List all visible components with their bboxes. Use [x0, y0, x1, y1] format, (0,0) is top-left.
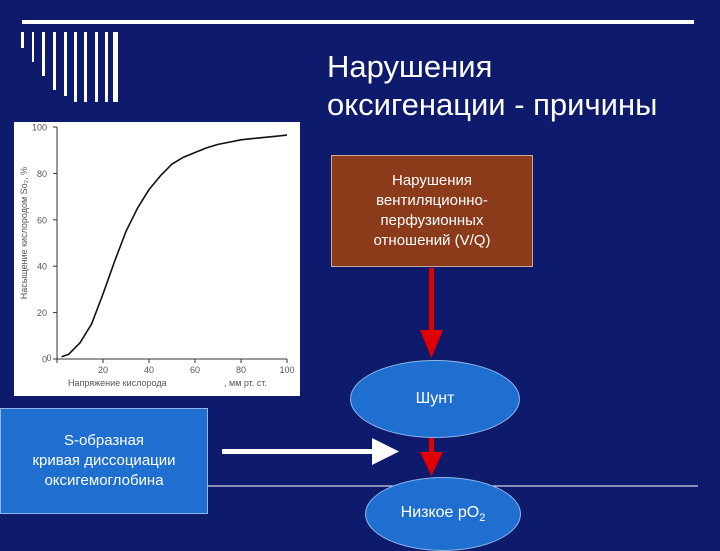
y-tick-label: 60 — [37, 215, 47, 225]
low-po2-subscript: 2 — [479, 512, 486, 525]
y-tick-label: 100 — [32, 123, 47, 133]
dissociation-curve-line — [61, 134, 288, 358]
vq-line-2: вентиляционно- — [376, 192, 488, 209]
low-po2-text: Низкое рО — [400, 503, 480, 521]
s-curve-line-3: оксигемоглобина — [44, 472, 164, 489]
y-tick-label: 40 — [37, 262, 47, 272]
title-line-1: Нарушения — [327, 49, 493, 84]
vq-line-1: Нарушения — [391, 172, 472, 189]
low-po2-label: Низкое рО2 — [401, 504, 486, 524]
y-tick-label: 80 — [37, 169, 47, 179]
y-tick-label: 20 — [37, 308, 47, 318]
x-tick-label: 80 — [236, 365, 246, 375]
red-arrow-vq-to-shunt — [420, 268, 443, 358]
x-axis-label: Напряжение кислорода — [68, 378, 167, 388]
x-axis-unit: , мм рт. ст. — [224, 378, 267, 388]
vq-line-3: перфузионных — [380, 212, 484, 229]
chart-svg: 0 20 40 60 80 100 0 20 40 60 80 100 Напряжение кисло… — [19, 123, 295, 389]
x-tick-label: 60 — [190, 365, 200, 375]
y-axis-label: Насыщение кислородом So₂, % — [19, 167, 29, 299]
s-curve-line-1: S-образная — [63, 432, 145, 449]
x-tick-label: 20 — [98, 365, 108, 375]
vq-mismatch-box: Нарушения вентиляционно- перфузионных от… — [331, 155, 533, 267]
s-curve-box: S-образная кривая диссоциации оксигемогл… — [0, 408, 208, 514]
vq-line-4: отношений (V/Q) — [373, 232, 491, 249]
low-po2-ellipse: Низкое рО2 — [365, 477, 521, 551]
s-curve-line-2: кривая диссоциации — [32, 452, 176, 469]
x-tick-label: 40 — [144, 365, 154, 375]
red-arrow-shunt-to-low-po2 — [420, 437, 443, 476]
top-rule — [22, 20, 694, 24]
shunt-ellipse: Шунт — [350, 360, 520, 438]
slide-title: Нарушения оксигенации - причины — [327, 48, 707, 124]
x-tick-label: 0 — [46, 353, 51, 363]
x-tick-label: 100 — [279, 365, 294, 375]
y-tick-label: 0 — [42, 355, 47, 365]
white-arrow-s-curve-to-low-po2 — [222, 438, 399, 465]
dissociation-curve-chart: 0 20 40 60 80 100 0 20 40 60 80 100 Напряжение кисло… — [14, 122, 300, 396]
shunt-label: Шунт — [415, 390, 455, 407]
title-line-2: оксигенации - причины — [327, 87, 658, 122]
